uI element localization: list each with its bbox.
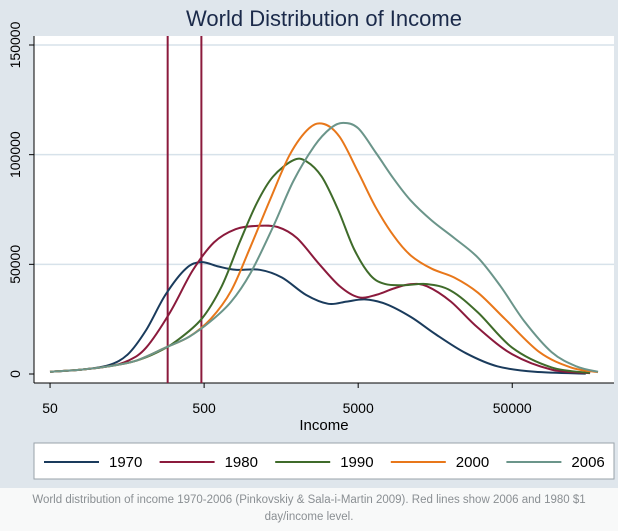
y-tick-label: 0 bbox=[7, 370, 23, 378]
grid-lines bbox=[34, 44, 614, 266]
legend-label-2000: 2000 bbox=[456, 454, 489, 471]
x-tick-label: 5000 bbox=[343, 400, 374, 416]
chart: World Distribution of Income 0 50000 10000… bbox=[7, 6, 615, 480]
legend-label-1990: 1990 bbox=[340, 454, 373, 471]
figure-caption: World distribution of income 1970-2006 (… bbox=[0, 488, 618, 531]
chart-title: World Distribution of Income bbox=[186, 6, 462, 31]
x-tick-label: 50000 bbox=[493, 400, 532, 416]
series-line-1970 bbox=[49, 261, 586, 375]
x-tick-label: 50 bbox=[42, 400, 58, 416]
legend-label-1970: 1970 bbox=[109, 454, 142, 471]
y-tick-label: 150000 bbox=[7, 21, 23, 68]
reference-lines bbox=[166, 36, 203, 383]
x-axis-label: Income bbox=[299, 417, 348, 434]
legend: 1970 1980 1990 2000 2006 bbox=[44, 454, 605, 471]
series-line-1980 bbox=[49, 224, 591, 375]
y-tick-label: 50000 bbox=[7, 245, 23, 284]
series-lines bbox=[49, 121, 599, 375]
plot-area bbox=[34, 36, 614, 383]
axes: 0 50000 100000 150000 50 500 5000 50000 bbox=[7, 21, 614, 416]
x-tick-label: 500 bbox=[192, 400, 216, 416]
legend-label-2006: 2006 bbox=[571, 454, 604, 471]
series-line-2006 bbox=[49, 121, 599, 373]
y-tick-label: 100000 bbox=[7, 131, 23, 178]
legend-label-1980: 1980 bbox=[225, 454, 258, 471]
